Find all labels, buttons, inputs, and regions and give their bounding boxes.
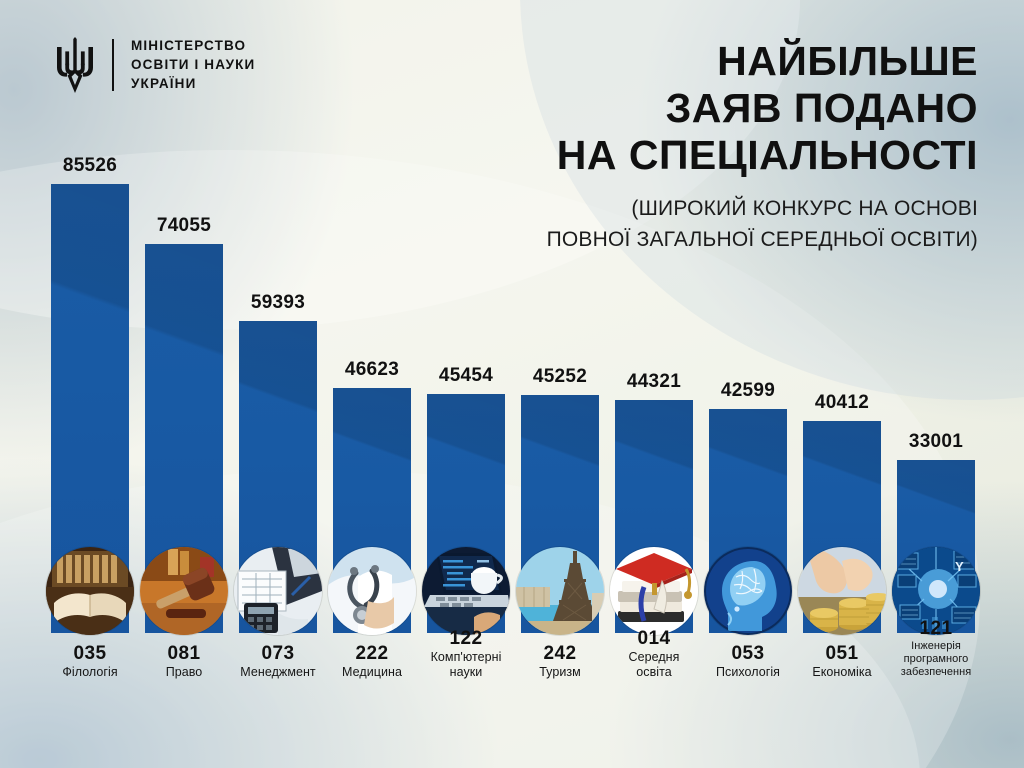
circuit-technology-icon: Y <box>892 547 980 635</box>
title-line-1: НАЙБІЛЬШЕ <box>717 38 978 84</box>
specialty-name: Психологія <box>716 664 780 679</box>
bar-value: 40412 <box>814 392 870 413</box>
bar-caption: 053 Психологія <box>693 643 803 680</box>
specialty-name: Комп'ютерні науки <box>430 650 502 679</box>
bar-value-label: 85526 <box>43 155 137 177</box>
specialty-code: 035 <box>73 642 107 664</box>
bar-value-label: 42599 <box>701 380 795 402</box>
specialty-name: Право <box>165 664 203 679</box>
coin-stacks-hand-icon <box>798 547 886 635</box>
trident-coat-of-arms-icon <box>57 36 93 93</box>
bar-caption: 121 Інженерія програмного забезпечення <box>881 618 991 679</box>
title-line-3: НА СПЕЦІАЛЬНОСТІ <box>556 132 978 178</box>
specialty-code: 053 <box>731 642 765 664</box>
specialty-code: 051 <box>825 642 859 664</box>
bar-value: 85526 <box>62 155 118 176</box>
specialty-name: Економіка <box>812 664 872 679</box>
calculator-paperwork-icon <box>234 547 322 635</box>
specialty-code: 081 <box>167 642 201 664</box>
specialty-name: Медицина <box>342 664 402 679</box>
bar-caption: 081 Право <box>129 643 239 680</box>
bar-value: 44321 <box>626 371 682 392</box>
bar-caption: 222 Медицина <box>317 643 427 680</box>
bar-caption: 073 Менеджмент <box>223 643 333 680</box>
specialty-name: Менеджмент <box>240 664 316 679</box>
specialty-code: 122 <box>449 628 483 649</box>
graduation-cap-books-icon <box>610 547 698 635</box>
bar-value: 46623 <box>344 359 400 380</box>
bar-value-label: 45454 <box>419 365 513 387</box>
specialty-name: Інженерія програмного забезпечення <box>900 640 972 678</box>
page-title: НАЙБІЛЬШЕ ЗАЯВ ПОДАНО НА СПЕЦІАЛЬНОСТІ (… <box>318 38 978 255</box>
bar-caption: 122 Комп'ютерні науки <box>411 628 521 679</box>
bar-caption: 035 Філологія <box>35 643 145 680</box>
bar-value-label: 74055 <box>137 215 231 237</box>
bar-value-label: 40412 <box>795 392 889 414</box>
ministry-logo: МІНІСТЕРСТВО ОСВІТИ І НАУКИ УКРАЇНИ <box>52 36 255 93</box>
logo-divider <box>112 38 114 91</box>
bar-value: 45252 <box>532 366 588 387</box>
subtitle: (ШИРОКИЙ КОНКУРС НА ОСНОВІ ПОВНОЇ ЗАГАЛЬ… <box>318 193 978 255</box>
specialty-name: Середня освіта <box>628 650 680 679</box>
bar-value-label: 33001 <box>889 431 983 453</box>
specialty-code: 242 <box>543 642 577 664</box>
specialty-code: 073 <box>261 642 295 664</box>
stethoscope-doctor-icon <box>328 547 416 635</box>
gavel-icon <box>140 547 228 635</box>
eiffel-tower-icon <box>516 547 604 635</box>
bar-value-label: 46623 <box>325 359 419 381</box>
specialty-code: 222 <box>355 642 389 664</box>
ministry-name: МІНІСТЕРСТВО ОСВІТИ І НАУКИ УКРАЇНИ <box>131 38 256 91</box>
specialty-name: Філологія <box>62 664 118 679</box>
bar-value-label: 44321 <box>607 371 701 393</box>
bar-value: 33001 <box>908 431 964 452</box>
bar-caption: 014 Середня освіта <box>599 628 709 679</box>
bar-value: 59393 <box>250 292 306 313</box>
brain-head-icon <box>704 547 792 635</box>
specialty-code: 014 <box>637 628 671 649</box>
bar-value-label: 45252 <box>513 366 607 388</box>
title-line-2: ЗАЯВ ПОДАНО <box>665 85 978 131</box>
specialty-code: 121 <box>919 618 953 639</box>
specialty-name: Туризм <box>539 664 581 679</box>
subtitle-line-2: ПОВНОЇ ЗАГАЛЬНОЇ СЕРЕДНЬОЇ ОСВІТИ) <box>546 228 978 251</box>
bar-value-label: 59393 <box>231 292 325 314</box>
svg-text:Y: Y <box>955 559 964 574</box>
bar-value: 45454 <box>438 365 494 386</box>
bar-value: 42599 <box>720 380 776 401</box>
bar-caption: 051 Економіка <box>787 643 897 680</box>
bar-caption: 242 Туризм <box>505 643 615 680</box>
bar-value: 74055 <box>156 215 212 236</box>
laptop-code-icon <box>422 547 510 635</box>
subtitle-line-1: (ШИРОКИЙ КОНКУРС НА ОСНОВІ <box>631 197 978 220</box>
open-book-library-icon <box>46 547 134 635</box>
